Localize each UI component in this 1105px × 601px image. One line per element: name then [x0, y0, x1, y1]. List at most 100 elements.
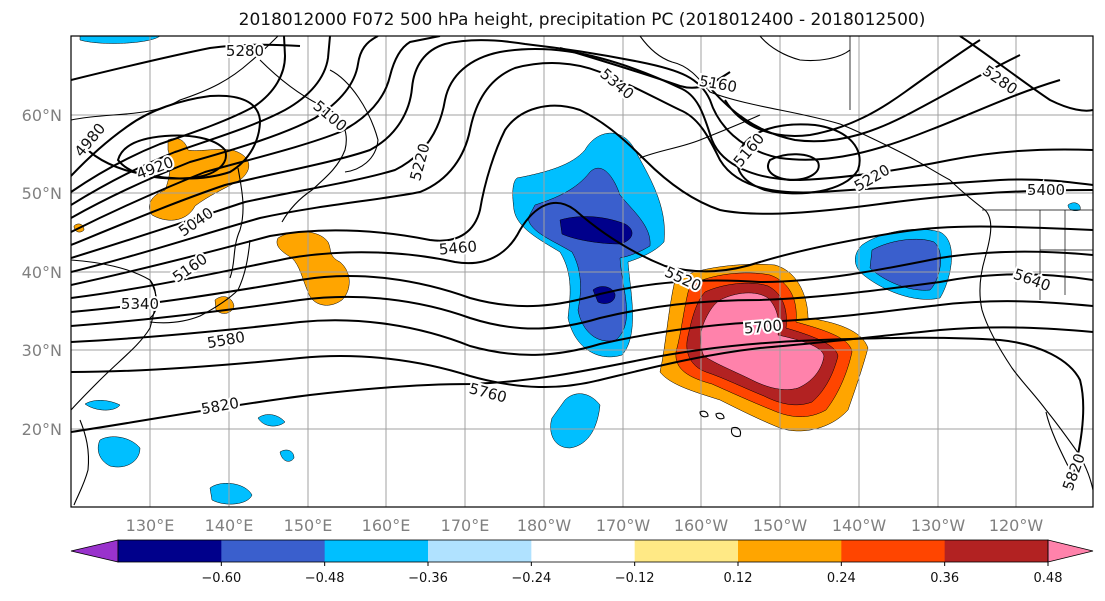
colorbar-segment — [841, 540, 946, 562]
contour-label-c5400: 5400 — [1027, 181, 1065, 199]
lat-label: 60°N — [22, 106, 62, 125]
contour-5100 — [71, 36, 331, 206]
coast-philippines — [73, 419, 90, 506]
contour-5040 — [71, 36, 287, 193]
graticule — [71, 36, 1093, 507]
contour-5820 — [71, 336, 1085, 491]
contour-label-c5700: 5700 — [743, 316, 783, 337]
contour-5640 — [71, 273, 1093, 330]
lon-label: 140°W — [832, 516, 887, 535]
lon-label: 170°E — [441, 516, 490, 535]
colorbar-extend-high — [1047, 539, 1094, 563]
neg-region-central-dark-2 — [592, 286, 616, 304]
coast-sakhalin — [229, 167, 244, 279]
contour-5280-top-east — [959, 36, 1093, 112]
contour-5580 — [71, 250, 1093, 313]
neg-region-west-4 — [257, 414, 286, 427]
coast-kamchatka — [329, 69, 379, 173]
lat-label: 30°N — [22, 341, 62, 360]
contour-5400 — [71, 62, 1093, 273]
colorbar-segment — [118, 540, 222, 562]
neg-region-central-dark — [559, 216, 633, 245]
contour-5340 — [71, 48, 1093, 259]
contour-5160-east — [724, 39, 981, 137]
colorbar-segment — [531, 540, 636, 562]
colorbar-tick-label: 0.12 — [724, 571, 753, 586]
colorbar-segment — [738, 540, 842, 562]
lon-label: 130°W — [911, 516, 966, 535]
colorbar-tick-label: −0.12 — [615, 571, 655, 586]
lon-label: 170°W — [596, 516, 651, 535]
contour-5160-mid — [559, 47, 731, 89]
lon-label: 150°E — [284, 516, 333, 535]
contour-5280 — [71, 39, 1061, 246]
lat-label: 20°N — [22, 420, 62, 439]
precip-shading — [73, 36, 1081, 505]
lon-label: 160°W — [674, 516, 729, 535]
lon-label: 160°E — [362, 516, 411, 535]
lat-label: 40°N — [22, 263, 62, 282]
colorbar: −0.60 −0.48 −0.36 −0.24 −0.12 0.12 0.24 0.36 0.4… — [70, 539, 1094, 586]
contour-label-c5460: 5460 — [438, 237, 478, 258]
neg-region-top — [79, 36, 161, 44]
map-frame — [70, 35, 1094, 508]
colorbar-segment — [944, 540, 1049, 562]
lon-label: 120°W — [989, 516, 1044, 535]
island-hawaii-2 — [715, 412, 725, 420]
colorbar-segment — [324, 540, 429, 562]
colorbar-frame — [117, 539, 1049, 563]
contour-low-alaska-2 — [736, 123, 861, 195]
colorbar-segment — [221, 540, 326, 562]
height-contours — [71, 36, 1093, 491]
contour-5760 — [71, 326, 1093, 389]
coast-asia — [71, 36, 279, 121]
lon-tick-labels: 130°E 140°E 150°E 160°E 170°E 180°W 170°W 160°W… — [126, 516, 1044, 535]
colorbar-segment — [428, 540, 532, 562]
coast-aleutians — [639, 114, 761, 159]
contour-5520 — [71, 201, 1093, 299]
contour-5160 — [71, 36, 379, 219]
colorbar-tick-label: 0.24 — [827, 571, 856, 586]
coastlines — [71, 36, 1093, 506]
contour-low-alaska — [767, 153, 820, 182]
map-title: 2018012000 F072 500 hPa height, precipit… — [239, 10, 926, 30]
island-hawaii-3 — [730, 426, 742, 438]
contour-4980 — [71, 94, 262, 180]
neg-region-central-mid — [527, 167, 651, 342]
pos-region-central-max — [700, 292, 825, 390]
colorbar-tick-label: −0.24 — [511, 571, 551, 586]
contour-5220-east — [711, 54, 1021, 143]
contour-5460 — [71, 104, 1093, 286]
lon-label: 130°E — [126, 516, 175, 535]
island-hawaii-1 — [699, 410, 709, 418]
colorbar-segment — [634, 540, 739, 562]
contour-4920 — [116, 134, 227, 180]
contour-label-c5280a: 5280 — [226, 42, 264, 60]
coast-baja — [1045, 411, 1071, 471]
neg-region-south — [550, 393, 601, 449]
colorbar-extend-low — [70, 539, 119, 563]
colorbar-tick-label: −0.48 — [305, 571, 345, 586]
lon-label: 140°E — [205, 516, 254, 535]
lat-label: 50°N — [22, 184, 62, 203]
contour-5700 — [71, 300, 1093, 356]
contour-5220 — [71, 36, 441, 233]
coast-alaska — [639, 36, 951, 181]
lon-label: 150°W — [753, 516, 808, 535]
lat-tick-labels: 60°N 50°N 40°N 30°N 20°N — [22, 106, 62, 439]
colorbar-tick-label: −0.36 — [408, 571, 448, 586]
lon-label: 180°W — [517, 516, 572, 535]
neg-region-small-1 — [279, 449, 295, 462]
coast-okhotsk — [259, 59, 347, 223]
colorbar-tick-label: 0.48 — [1034, 571, 1063, 586]
neg-region-west-1 — [97, 436, 141, 468]
coast-alaska-north — [759, 36, 851, 62]
pos-region-okhotsk — [149, 138, 250, 221]
contour-label-c5340b: 5340 — [121, 295, 159, 313]
colorbar-tick-label: −0.60 — [201, 571, 241, 586]
map-panel: 5280528053405340516051605160510049804920… — [70, 35, 1094, 508]
coast-mainland-se — [71, 259, 157, 411]
neg-region-west-3 — [209, 483, 253, 505]
neg-region-west-2 — [84, 400, 121, 411]
